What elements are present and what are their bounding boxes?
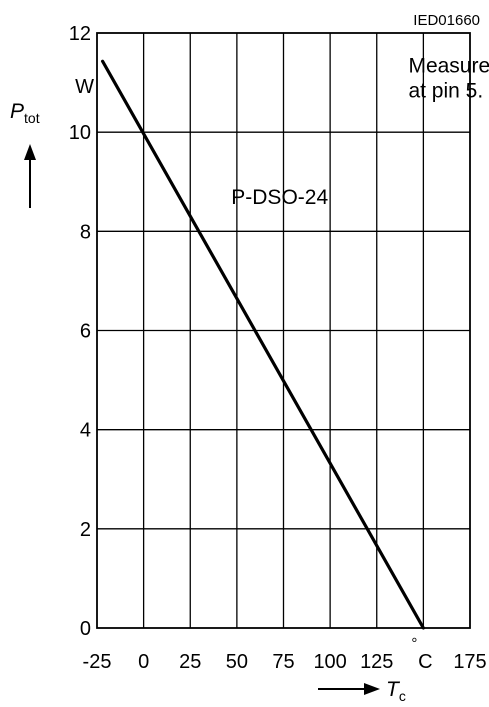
- x-tick-label: -25: [83, 651, 112, 673]
- annotation-line: at pin 5.: [408, 80, 483, 103]
- plot-border: [96, 32, 471, 629]
- annotation: Measuredat pin 5.: [408, 55, 489, 103]
- x-axis-arrow-icon: [318, 683, 380, 695]
- y-axis-label: Ptot: [10, 100, 40, 126]
- x-tick-label: 0: [138, 651, 149, 673]
- x-tick-label: 75: [272, 651, 294, 673]
- grid: [97, 33, 470, 628]
- y-tick-label: 4: [80, 420, 91, 442]
- annotation-line: P-DSO-24: [231, 186, 328, 209]
- y-tick-label: 6: [80, 321, 91, 343]
- x-tick-label: 175: [453, 651, 486, 673]
- y-unit-label: W: [75, 76, 94, 98]
- series-line: [100, 59, 425, 630]
- x-axis-symbol: T: [386, 678, 401, 701]
- annotation-line: Measured: [408, 55, 489, 78]
- x-tick-label: 125: [360, 651, 393, 673]
- x-axis-subscript: c: [399, 688, 406, 704]
- x-unit-label: C: [418, 651, 432, 673]
- y-axis-arrow-icon: [24, 144, 36, 208]
- y-tick-label: 2: [80, 519, 91, 541]
- figure-id: IED01660: [413, 12, 480, 29]
- y-tick-label: 12: [69, 23, 91, 45]
- x-tick-label: 100: [313, 651, 346, 673]
- y-axis-subscript: tot: [24, 110, 40, 126]
- annotation: P-DSO-24: [231, 186, 328, 209]
- y-tick-label: 10: [69, 122, 91, 144]
- x-tick-label: 25: [179, 651, 201, 673]
- y-tick-label: 0: [80, 618, 91, 640]
- series-layer: [100, 59, 425, 630]
- y-axis-symbol: P: [10, 100, 24, 123]
- x-axis-label: Tc: [386, 678, 406, 704]
- x-unit-degree: °: [411, 635, 417, 652]
- plot-frame: [96, 32, 471, 629]
- tick-labels: 0 2 4 6 8 10 12 -25 0 25 50 75 100 125 175 °C: [69, 23, 487, 673]
- y-tick-label: 8: [80, 221, 91, 243]
- annotations: Measuredat pin 5. P-DSO-24: [231, 55, 489, 209]
- axis-labels: IED01660 W Ptot Tc: [10, 12, 480, 704]
- x-tick-label: 50: [226, 651, 248, 673]
